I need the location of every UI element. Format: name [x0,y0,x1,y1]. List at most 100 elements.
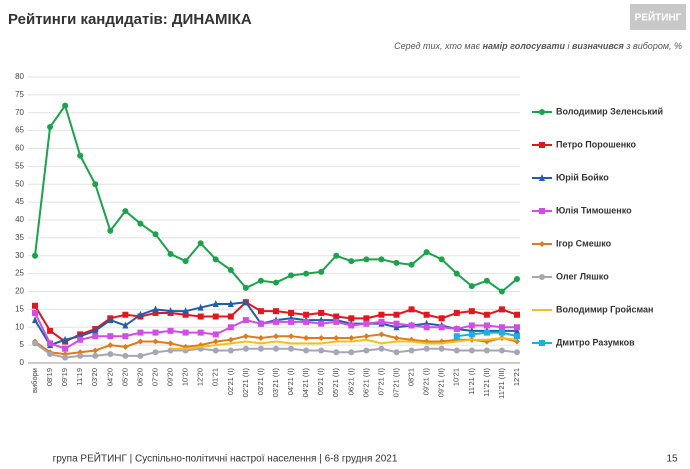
data-point [468,283,475,290]
data-point [273,308,279,315]
data-point [257,308,264,315]
data-point [333,334,340,341]
data-point [92,347,99,354]
data-point [438,324,445,331]
data-point [378,311,385,318]
footer: група РЕЙТИНГ | Суспільно-політичні наст… [53,452,398,465]
data-point [47,340,54,347]
data-point [242,333,249,340]
data-point [468,331,475,338]
data-point [348,258,355,265]
legend-label: Володимир Зеленський [556,106,663,116]
data-point [197,313,204,320]
data-point [212,347,219,354]
data-point [92,333,99,340]
data-point [288,333,295,340]
data-point [288,272,295,279]
data-point [318,334,325,341]
data-point [498,329,505,336]
legend-label: Дмитро Разумков [556,337,635,347]
data-point [77,352,84,359]
data-point [227,347,234,354]
x-tick-label: 03'20 [90,368,99,386]
data-point [348,349,355,356]
y-tick-label: 65 [15,126,24,135]
legend-marker [539,274,545,280]
data-point [393,323,400,331]
data-point [32,252,38,259]
data-point [122,321,129,329]
x-tick-label: 06'21 (I) [346,367,355,395]
x-tick-label: 12'21 [512,368,521,386]
data-point [468,347,475,354]
x-tick-label: 07'21 (II) [391,368,400,398]
legend-marker [539,109,545,115]
data-point [363,347,370,354]
data-point [363,320,370,327]
data-point [227,324,234,331]
data-point [32,340,38,347]
data-point [303,334,310,341]
legend-marker [539,241,545,247]
data-point [32,309,38,316]
legend-label: Юлія Тимошенко [556,205,632,215]
data-point [107,316,114,324]
y-tick-label: 25 [15,269,24,278]
data-point [408,347,415,354]
data-point [212,338,219,345]
legend-label: Юрій Бойко [556,172,609,182]
data-point [378,345,385,352]
data-point [167,307,174,315]
legend-marker [539,142,545,148]
data-point [303,318,310,325]
data-point [107,227,114,234]
data-point [32,316,38,324]
data-point [514,324,520,331]
data-point [318,320,325,327]
x-tick-label: 02'21 (I) [226,367,235,395]
y-tick-label: 75 [15,90,24,99]
data-point [378,256,385,263]
data-point [62,335,69,343]
data-point [453,333,460,340]
data-point [363,315,370,322]
data-point [453,309,460,316]
data-point [514,333,520,340]
x-tick-label: 09'20 [166,368,175,386]
subtitle-part: визначився [572,41,625,51]
legend-label: Ігор Смешко [556,238,612,248]
data-point [393,349,400,356]
data-point [137,338,144,345]
data-point [514,311,520,318]
x-tick-label: вибори [30,368,39,393]
data-point [62,354,69,361]
x-tick-label: 08'19 [45,368,54,386]
data-point [227,267,234,274]
data-point [122,343,129,350]
data-point [137,310,144,318]
data-point [137,352,144,359]
data-point [483,277,490,284]
data-point [107,351,114,358]
x-tick-label: 09'21 (II) [437,368,446,398]
data-point [483,347,490,354]
data-point [122,333,129,340]
legend-label: Олег Ляшко [556,271,609,281]
y-tick-label: 60 [15,144,24,153]
data-point [438,315,445,322]
data-point [393,311,400,318]
data-point [333,318,340,325]
data-point [182,311,189,318]
data-point [273,345,279,352]
data-point [288,345,295,352]
y-tick-label: 70 [15,108,24,117]
data-point [468,322,475,329]
data-point [257,320,264,327]
data-point [227,313,234,320]
data-point [348,334,355,341]
legend-marker [539,174,545,181]
data-point [197,303,204,311]
data-point [62,102,69,109]
chart-title: Рейтинги кандидатів: ДИНАМІКА [8,11,252,28]
